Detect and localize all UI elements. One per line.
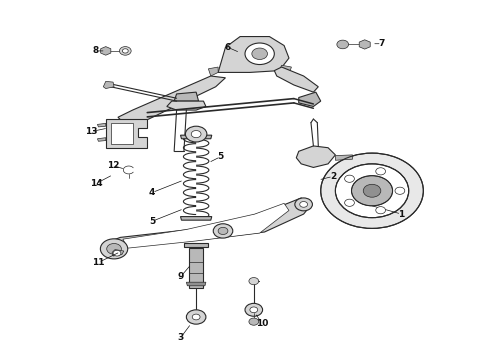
- Circle shape: [107, 243, 122, 254]
- Circle shape: [245, 43, 274, 64]
- Text: 5: 5: [218, 152, 224, 161]
- Circle shape: [295, 198, 313, 211]
- Circle shape: [250, 307, 258, 313]
- Circle shape: [191, 131, 201, 138]
- Circle shape: [321, 153, 423, 228]
- Circle shape: [335, 164, 409, 218]
- Polygon shape: [186, 282, 206, 286]
- Circle shape: [122, 49, 128, 53]
- Circle shape: [218, 227, 228, 234]
- Text: 2: 2: [330, 172, 336, 181]
- Text: 10: 10: [256, 319, 269, 328]
- Polygon shape: [118, 76, 225, 125]
- Text: 7: 7: [379, 39, 385, 48]
- Circle shape: [249, 278, 259, 285]
- Polygon shape: [184, 243, 208, 247]
- Text: 1: 1: [398, 210, 404, 219]
- Polygon shape: [106, 198, 311, 255]
- Polygon shape: [100, 46, 111, 55]
- Circle shape: [213, 224, 233, 238]
- Circle shape: [185, 126, 207, 142]
- Circle shape: [113, 250, 121, 256]
- Text: 6: 6: [225, 43, 231, 52]
- Polygon shape: [189, 248, 203, 288]
- Polygon shape: [208, 67, 218, 76]
- Circle shape: [245, 303, 263, 316]
- Polygon shape: [274, 67, 318, 92]
- Polygon shape: [180, 217, 212, 220]
- Circle shape: [249, 318, 259, 325]
- Circle shape: [192, 314, 200, 320]
- Text: 13: 13: [85, 127, 98, 136]
- Circle shape: [186, 310, 206, 324]
- Text: 3: 3: [177, 333, 184, 342]
- Circle shape: [300, 202, 308, 207]
- Polygon shape: [111, 123, 133, 144]
- Polygon shape: [123, 203, 289, 248]
- Text: 5: 5: [149, 217, 155, 226]
- Polygon shape: [279, 65, 292, 74]
- Text: 11: 11: [92, 258, 105, 267]
- Polygon shape: [359, 40, 370, 49]
- Text: 14: 14: [90, 179, 102, 188]
- Polygon shape: [112, 249, 124, 256]
- Text: 4: 4: [149, 188, 155, 197]
- Polygon shape: [167, 101, 206, 110]
- Circle shape: [252, 48, 268, 59]
- Circle shape: [337, 40, 348, 49]
- Circle shape: [100, 239, 128, 259]
- Circle shape: [351, 176, 392, 206]
- Circle shape: [363, 184, 381, 197]
- Polygon shape: [335, 155, 352, 160]
- Circle shape: [376, 207, 386, 214]
- Circle shape: [120, 46, 131, 55]
- Text: 8: 8: [93, 46, 99, 55]
- Text: 12: 12: [107, 161, 120, 170]
- Polygon shape: [299, 92, 321, 107]
- Circle shape: [344, 199, 354, 206]
- Polygon shape: [218, 37, 289, 72]
- Polygon shape: [174, 92, 198, 101]
- Circle shape: [344, 175, 354, 182]
- Circle shape: [376, 168, 386, 175]
- Polygon shape: [103, 81, 114, 89]
- Text: 9: 9: [177, 272, 184, 281]
- Polygon shape: [106, 119, 147, 148]
- Polygon shape: [296, 146, 335, 167]
- Polygon shape: [98, 123, 106, 127]
- Circle shape: [395, 187, 405, 194]
- Polygon shape: [98, 138, 106, 141]
- Polygon shape: [180, 135, 212, 139]
